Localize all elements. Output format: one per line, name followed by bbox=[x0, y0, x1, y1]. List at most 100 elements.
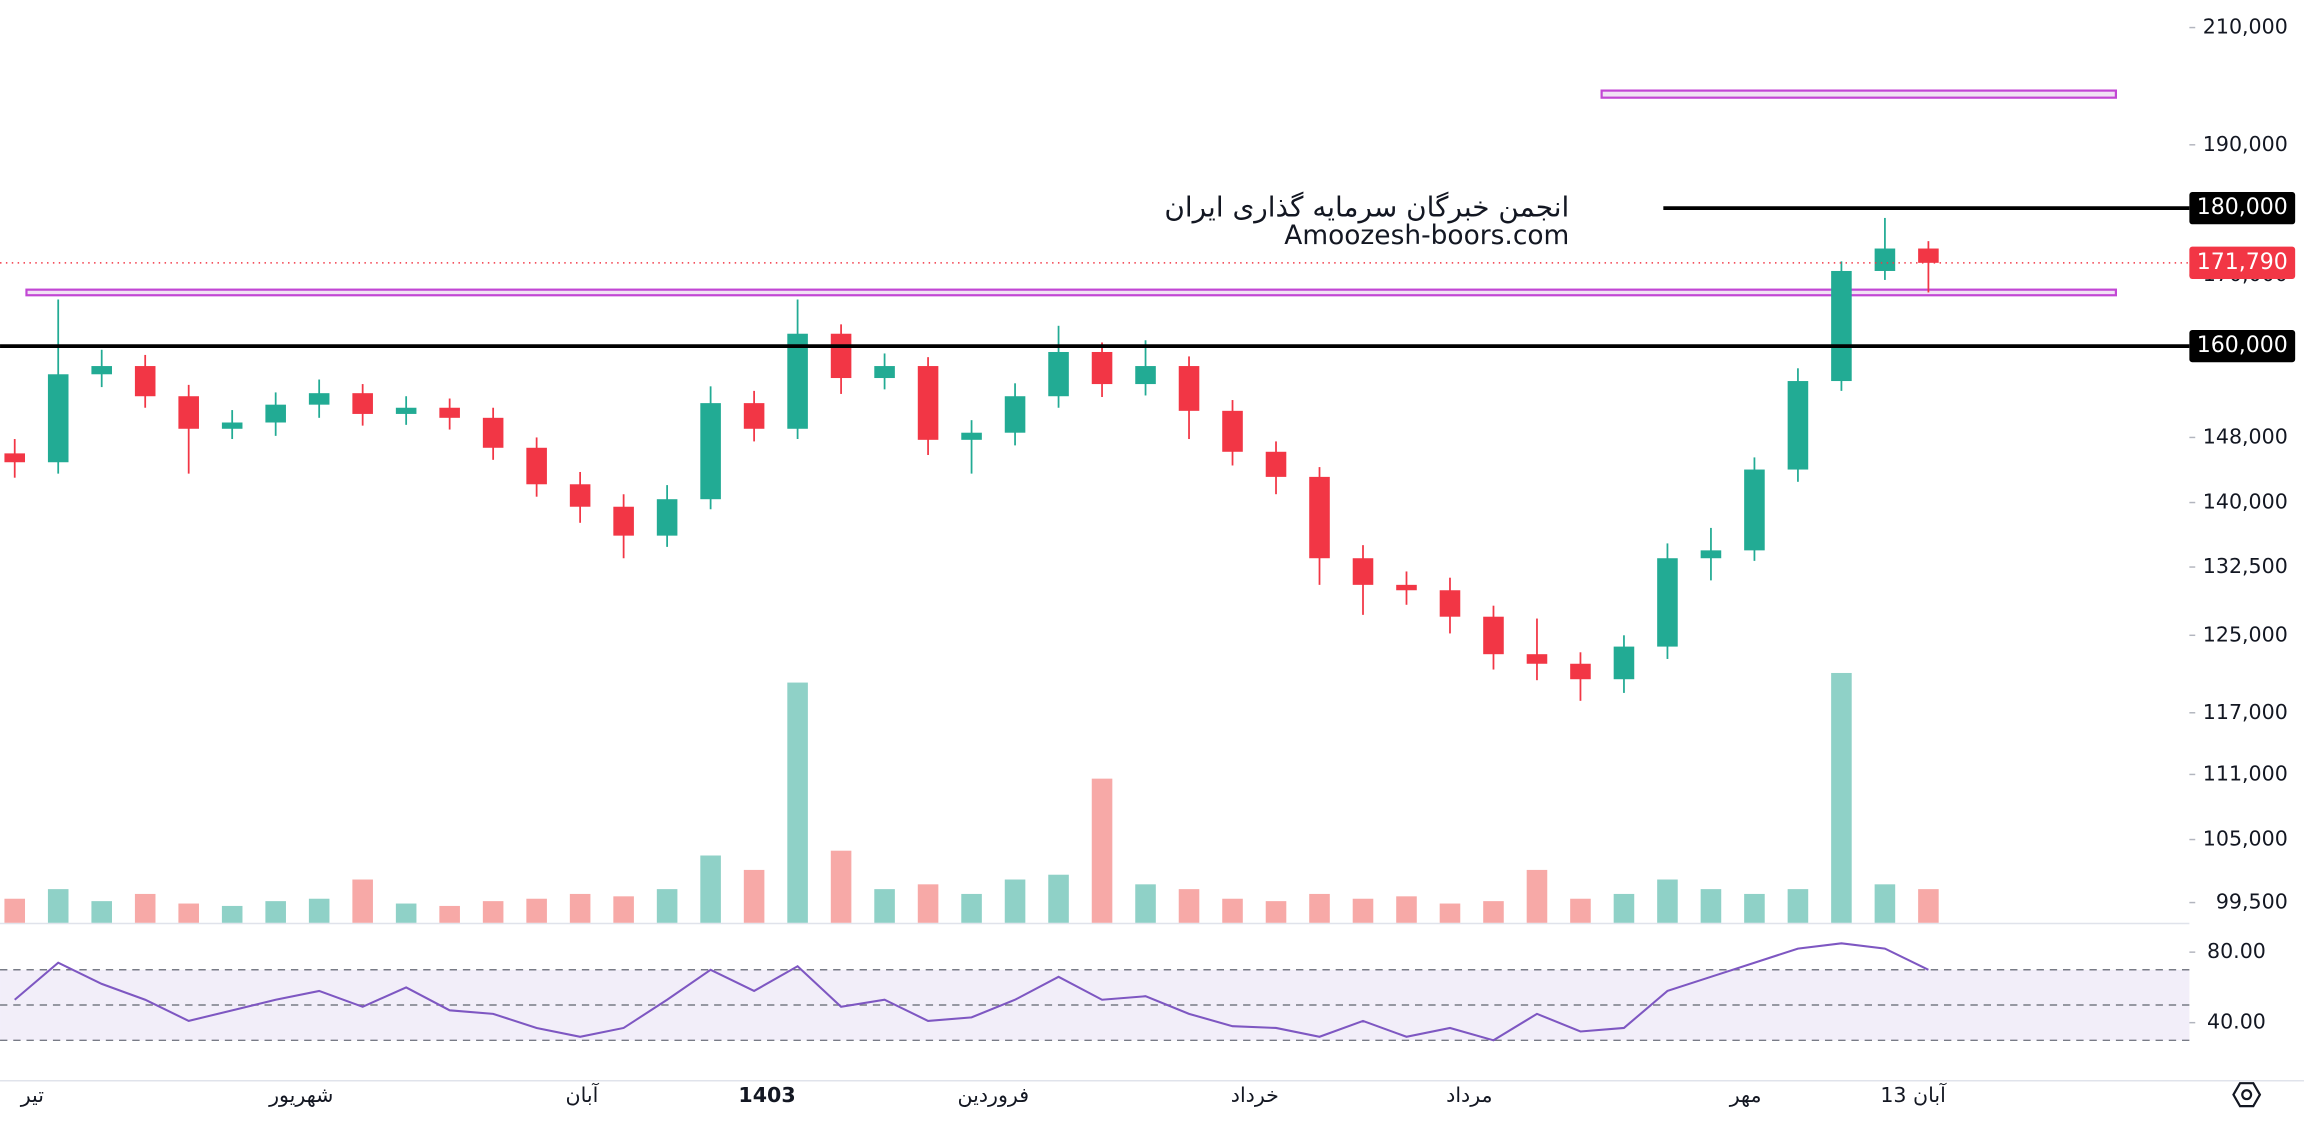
candle-body bbox=[4, 453, 26, 463]
level-label-box bbox=[2189, 329, 2296, 363]
volume-bar bbox=[613, 896, 634, 923]
volume-bar bbox=[1831, 672, 1852, 923]
candle-body bbox=[830, 333, 852, 379]
volume-bar bbox=[743, 869, 765, 923]
rsi-line bbox=[14, 942, 1929, 1042]
rsi-tick-label: 80.00 bbox=[2207, 939, 2266, 963]
volume-bar bbox=[1483, 901, 1504, 923]
candle-body bbox=[1570, 663, 1591, 680]
volume-bar bbox=[482, 901, 504, 923]
candle-body bbox=[1396, 584, 1417, 591]
candle-body bbox=[134, 366, 156, 397]
candle-body bbox=[569, 484, 591, 507]
x-tick-label: خرداد bbox=[1231, 1083, 1279, 1107]
volume-bar bbox=[1526, 869, 1548, 923]
volume-bar bbox=[961, 893, 982, 923]
candle-body bbox=[1439, 590, 1461, 617]
volume-bar bbox=[47, 889, 69, 923]
candle-body bbox=[1918, 248, 1939, 263]
volume-bar bbox=[1352, 898, 1374, 923]
candle-body bbox=[1004, 396, 1026, 433]
volume-bar bbox=[395, 903, 417, 923]
settings-icon[interactable] bbox=[2232, 1082, 2262, 1108]
candle-body bbox=[395, 407, 417, 414]
candle-body bbox=[1874, 248, 1896, 271]
volume-bar bbox=[1004, 879, 1026, 923]
volume-bar bbox=[1048, 874, 1069, 923]
watermark: Amoozesh-boors.com bbox=[1284, 220, 1569, 251]
x-tick-label: مرداد bbox=[1446, 1083, 1492, 1107]
candle-body bbox=[1657, 558, 1678, 647]
zone bbox=[25, 288, 2117, 297]
volume-bar bbox=[1135, 884, 1156, 923]
candle-body bbox=[221, 422, 243, 429]
candle-body bbox=[1787, 381, 1809, 470]
volume-bar bbox=[1222, 898, 1243, 923]
volume-bar bbox=[439, 905, 460, 923]
y-tick-label: 140,000 bbox=[2203, 490, 2288, 514]
candle-body bbox=[1091, 351, 1113, 385]
candle-body bbox=[743, 403, 765, 429]
candle-body bbox=[482, 417, 504, 448]
volume-bar bbox=[1265, 901, 1287, 923]
volume-bar bbox=[1874, 884, 1896, 923]
volume-bar bbox=[787, 682, 808, 923]
candle-body bbox=[1526, 654, 1548, 664]
settings-circle[interactable] bbox=[2241, 1089, 2253, 1101]
candle-body bbox=[700, 403, 721, 500]
candle-body bbox=[1831, 270, 1852, 382]
level-label: 180,000 bbox=[2197, 195, 2288, 220]
level-label: 160,000 bbox=[2197, 333, 2288, 358]
y-tick-label: 105,000 bbox=[2203, 827, 2288, 851]
x-tick-label: آبان bbox=[565, 1082, 599, 1107]
volume-bar bbox=[1613, 893, 1635, 923]
watermark: انجمن خبرگان سرمایه گذاری ایران bbox=[1164, 191, 1569, 224]
candle-body bbox=[787, 333, 808, 429]
volume-bar bbox=[265, 901, 286, 923]
volume-bar bbox=[91, 901, 112, 923]
volume-bar bbox=[1700, 889, 1722, 923]
rsi-tick-label: 40.00 bbox=[2207, 1010, 2266, 1034]
volume-bar bbox=[1178, 889, 1200, 923]
volume-bar bbox=[134, 893, 156, 923]
volume-bar bbox=[352, 879, 373, 923]
y-tick-label: 111,000 bbox=[2203, 761, 2288, 785]
candle-body bbox=[656, 499, 678, 536]
volume-bar bbox=[1918, 889, 1939, 923]
x-tick-label: فروردین bbox=[958, 1083, 1030, 1107]
candle-body bbox=[352, 393, 373, 414]
volume-bar bbox=[308, 898, 330, 923]
candle-body bbox=[1048, 351, 1069, 397]
candle-body bbox=[178, 396, 199, 429]
y-tick-label: 99,500 bbox=[2216, 890, 2288, 914]
volume-bar bbox=[1744, 893, 1765, 923]
candle-body bbox=[1135, 366, 1156, 385]
last-price-box bbox=[2189, 246, 2296, 279]
candle-body bbox=[1700, 550, 1722, 559]
volume-bar bbox=[830, 850, 852, 923]
candle-body bbox=[47, 374, 69, 463]
candle-body bbox=[1309, 476, 1330, 559]
candle-body bbox=[265, 404, 286, 423]
volume-bar bbox=[1787, 889, 1809, 923]
candle-body bbox=[613, 506, 634, 536]
candle-body bbox=[917, 366, 939, 440]
candle-body bbox=[1265, 451, 1287, 477]
x-tick-label: 1403 bbox=[738, 1083, 795, 1107]
candle-body bbox=[1613, 646, 1635, 680]
candle-body bbox=[439, 407, 460, 418]
candle-body bbox=[1222, 410, 1243, 452]
y-tick-label: 210,000 bbox=[2203, 15, 2288, 39]
volume-bar bbox=[526, 898, 547, 923]
x-tick-label: شهریور bbox=[268, 1083, 333, 1107]
settings-hexagon[interactable] bbox=[2232, 1082, 2262, 1108]
y-tick-label: 125,000 bbox=[2203, 622, 2288, 646]
level-label-box bbox=[2189, 191, 2296, 225]
candle-body bbox=[961, 432, 982, 440]
volume-bar bbox=[4, 898, 26, 923]
volume-bar bbox=[569, 893, 591, 923]
volume-bar bbox=[1657, 879, 1678, 923]
rsi-band bbox=[0, 969, 2190, 1041]
